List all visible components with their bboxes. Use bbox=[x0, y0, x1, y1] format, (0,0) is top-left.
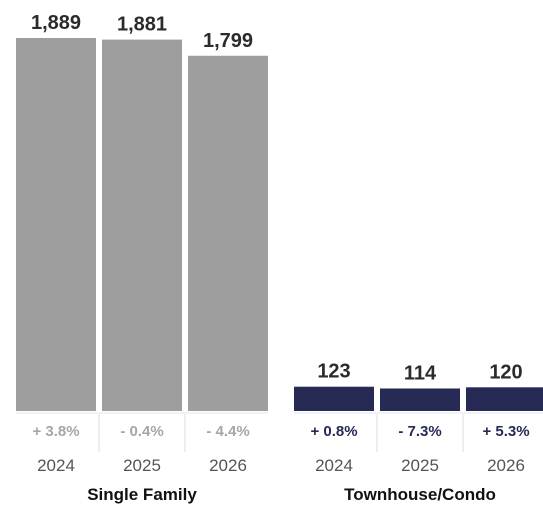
data-label: 1,881 bbox=[117, 14, 167, 36]
change-label: + 5.3% bbox=[482, 423, 529, 440]
year-tick-label: 2026 bbox=[487, 456, 525, 475]
data-label: 123 bbox=[317, 361, 350, 383]
change-label: - 0.4% bbox=[120, 423, 163, 440]
bar-1-1 bbox=[380, 388, 460, 411]
bar-0-2 bbox=[188, 55, 268, 412]
data-label: 1,889 bbox=[31, 12, 81, 34]
bar-1-0 bbox=[294, 386, 374, 411]
year-tick-label: 2025 bbox=[123, 456, 161, 475]
data-label: 114 bbox=[404, 362, 437, 384]
data-label: 120 bbox=[489, 361, 522, 383]
bar-0-1 bbox=[102, 39, 182, 411]
year-tick-label: 2024 bbox=[37, 456, 75, 475]
year-tick-label: 2026 bbox=[209, 456, 247, 475]
bar-0-0 bbox=[16, 38, 96, 411]
data-label: 1,799 bbox=[203, 30, 253, 52]
change-label: + 0.8% bbox=[310, 423, 357, 440]
year-tick-label: 2024 bbox=[315, 456, 353, 475]
group-label: Single Family bbox=[87, 485, 197, 504]
change-label: + 3.8% bbox=[32, 423, 79, 440]
year-tick-label: 2025 bbox=[401, 456, 439, 475]
change-label: - 7.3% bbox=[398, 423, 441, 440]
group-label: Townhouse/Condo bbox=[344, 485, 496, 504]
change-label: - 4.4% bbox=[206, 423, 249, 440]
bar-1-2 bbox=[466, 387, 543, 411]
